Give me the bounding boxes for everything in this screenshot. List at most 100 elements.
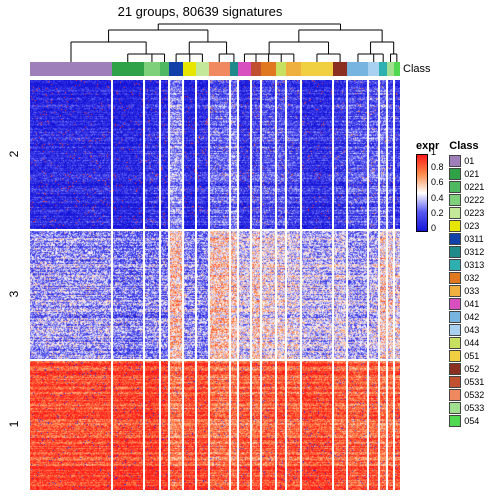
class-legend-item: 032 — [449, 271, 484, 284]
class-legend-item: 0313 — [449, 258, 484, 271]
class-swatch — [449, 285, 461, 297]
row-block-label: 2 — [7, 142, 21, 166]
col-divider — [378, 80, 380, 490]
class-label: 041 — [464, 299, 479, 309]
row-block-label: 3 — [7, 282, 21, 306]
class-label: 052 — [464, 364, 479, 374]
expr-tick: 1 — [431, 147, 436, 157]
class-swatch — [449, 259, 461, 271]
class-legend-item: 043 — [449, 323, 484, 336]
class-swatch — [449, 337, 461, 349]
class-label: 0312 — [464, 247, 484, 257]
class-bar-seg-032 — [261, 62, 276, 76]
col-divider — [168, 80, 170, 490]
expr-tick: 0.8 — [431, 162, 444, 172]
class-label: 0223 — [464, 208, 484, 218]
class-legend-item: 0312 — [449, 245, 484, 258]
class-bar-seg-043 — [368, 62, 379, 76]
class-swatch — [449, 389, 461, 401]
class-bar-seg-0531 — [251, 62, 262, 76]
class-bar-seg-0222 — [144, 62, 161, 76]
expr-tick: 0.4 — [431, 193, 444, 203]
col-divider — [195, 80, 197, 490]
class-bar-seg-042 — [347, 62, 368, 76]
class-label: 0531 — [464, 377, 484, 387]
class-label: 0533 — [464, 403, 484, 413]
dendrogram — [30, 22, 400, 62]
class-bar-seg-0311 — [169, 62, 184, 76]
row-cluster-labels: 2 3 1 — [2, 80, 26, 490]
row-divider — [30, 229, 400, 231]
col-divider — [332, 80, 334, 490]
col-divider — [250, 80, 252, 490]
expr-colorbar: 10.80.60.40.20 — [416, 154, 428, 232]
column-class-bar — [30, 62, 400, 76]
legend-panel: expr 10.80.60.40.20 Class 01021022102220… — [416, 140, 500, 427]
class-bar-seg-051 — [301, 62, 333, 76]
class-label: 044 — [464, 338, 479, 348]
col-divider — [300, 80, 302, 490]
col-divider — [260, 80, 262, 490]
class-swatch — [449, 272, 461, 284]
class-bar-seg-0532 — [209, 62, 230, 76]
class-label: 0313 — [464, 260, 484, 270]
class-swatch — [449, 324, 461, 336]
class-swatch — [449, 246, 461, 258]
class-legend-item: 044 — [449, 336, 484, 349]
class-legend-item: 041 — [449, 297, 484, 310]
class-label: 0532 — [464, 390, 484, 400]
col-divider — [229, 80, 231, 490]
col-divider — [275, 80, 277, 490]
class-legend-item: 051 — [449, 349, 484, 362]
class-label: 032 — [464, 273, 479, 283]
class-bar-seg-052 — [333, 62, 348, 76]
class-label: 054 — [464, 416, 479, 426]
plot-title: 21 groups, 80639 signatures — [0, 4, 400, 19]
row-block-label: 1 — [7, 412, 21, 436]
heatmap — [30, 80, 400, 490]
class-bar-seg-0223 — [196, 62, 209, 76]
col-divider — [237, 80, 239, 490]
col-divider — [285, 80, 287, 490]
expr-tick: 0.2 — [431, 208, 444, 218]
col-divider — [182, 80, 184, 490]
col-divider — [393, 80, 395, 490]
class-label: 0311 — [464, 234, 483, 244]
class-bar-seg-023 — [183, 62, 196, 76]
col-divider — [208, 80, 210, 490]
class-legend-item: 0533 — [449, 401, 484, 414]
class-label: 021 — [464, 169, 479, 179]
class-label: 023 — [464, 221, 479, 231]
expr-tick: 0.6 — [431, 177, 444, 187]
class-legend-item: 033 — [449, 284, 484, 297]
expr-ticks: 10.80.60.40.20 — [429, 151, 459, 235]
class-label: 01 — [464, 156, 474, 166]
class-swatch — [449, 376, 461, 388]
class-bar-seg-054 — [394, 62, 400, 76]
class-swatch — [449, 298, 461, 310]
class-label: 0221 — [464, 182, 484, 192]
class-bar-label: Class — [403, 63, 431, 75]
class-label: 051 — [464, 351, 479, 361]
class-legend-item: 052 — [449, 362, 484, 375]
class-bar-seg-044 — [276, 62, 287, 76]
expr-tick: 0 — [431, 223, 436, 233]
col-divider — [111, 80, 113, 490]
class-bar-seg-041 — [238, 62, 251, 76]
class-label: 042 — [464, 312, 479, 322]
row-divider — [30, 359, 400, 361]
col-divider — [159, 80, 161, 490]
class-swatch — [449, 311, 461, 323]
class-label: 0222 — [464, 195, 484, 205]
class-bar-seg-0313 — [379, 62, 387, 76]
class-swatch — [449, 363, 461, 375]
class-label: 043 — [464, 325, 479, 335]
class-swatch — [449, 402, 461, 414]
col-divider — [367, 80, 369, 490]
col-divider — [346, 80, 348, 490]
class-bar-seg-01 — [30, 62, 112, 76]
class-legend-item: 042 — [449, 310, 484, 323]
class-legend-item: 054 — [449, 414, 484, 427]
col-divider — [386, 80, 388, 490]
class-label: 033 — [464, 286, 479, 296]
